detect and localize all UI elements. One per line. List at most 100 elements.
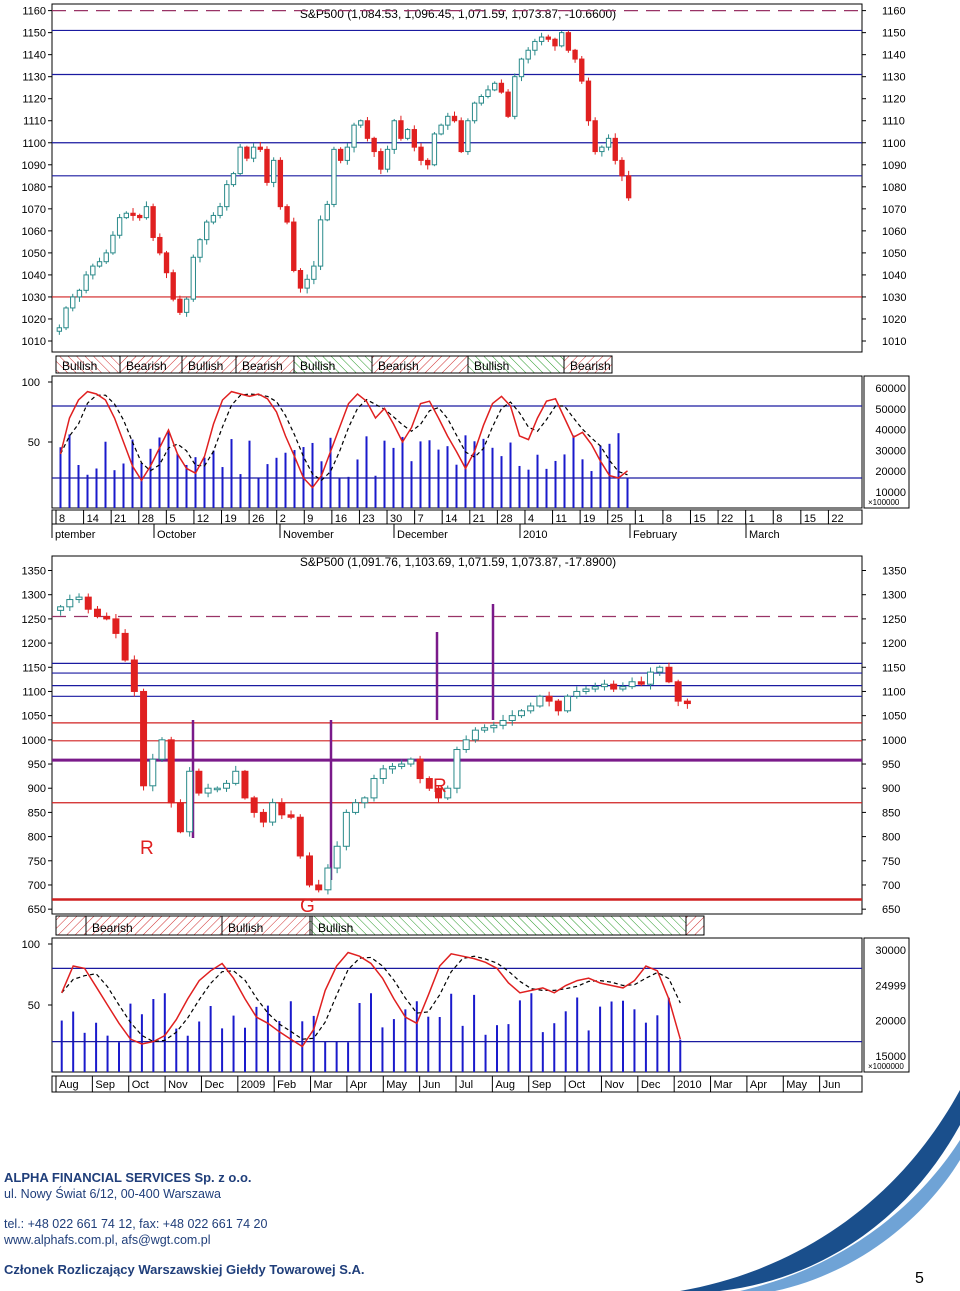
month-label: February (633, 529, 678, 541)
y-tick-label: 1060 (882, 226, 906, 238)
y-tick-label: 1150 (22, 28, 46, 40)
y-tick-label: 50 (28, 1000, 40, 1012)
month-label: ptember (55, 529, 96, 541)
y-tick-label: 900 (882, 783, 900, 795)
date-tick-label: 8 (59, 513, 65, 525)
company-web[interactable]: www.alphafs.com.pl, afs@wgt.com.pl (4, 1233, 211, 1247)
date-tick-label: 25 (611, 513, 623, 525)
candle-body (605, 137, 612, 148)
candle-body (333, 845, 341, 869)
candle-body (370, 778, 378, 799)
volume-tick-label: 10000 (875, 487, 906, 499)
date-tick-label: Apr (350, 1079, 367, 1091)
regime-block (311, 915, 687, 936)
candle-body (311, 265, 317, 280)
date-tick-label: Dec (204, 1079, 224, 1091)
candle-body (237, 146, 243, 175)
candle-body (116, 217, 123, 236)
date-axis-1: 8 14 21 28 5 12 19 26 2 9 16 23 30 7 14 21 28 4 11 19 25 1 8 15… (51, 509, 863, 541)
candle-body (438, 124, 444, 135)
y-tick-label: 950 (28, 759, 46, 771)
candle-body (284, 206, 290, 223)
chart-area: S&P500 (1,084.53, 1,096.45, 1,071.59, 1,… (22, 3, 910, 1093)
candle-body (451, 115, 458, 122)
regime-label: Bullish (318, 921, 353, 935)
y-tick-label: 700 (28, 880, 46, 892)
date-tick-label: Jun (823, 1079, 841, 1091)
y-tick-label: 1120 (22, 94, 46, 106)
candle-body (190, 256, 196, 300)
candle-body (130, 212, 136, 216)
y-tick-label: 1200 (22, 638, 46, 650)
candle-body (195, 770, 203, 794)
candle-body (656, 666, 664, 673)
date-tick-label: Mar (314, 1079, 333, 1091)
regime-block (685, 915, 705, 936)
y-tick-label: 800 (882, 832, 900, 844)
candle-body (499, 719, 507, 726)
candle-body (592, 120, 598, 153)
y-tick-label: 1010 (22, 336, 46, 348)
annotation-label: R (140, 838, 154, 859)
candle-body (665, 666, 673, 683)
candle-body (517, 710, 525, 717)
candle-body (217, 206, 223, 216)
y-tick-label: 1020 (882, 314, 906, 326)
y-tick-label: 1080 (22, 182, 46, 194)
candle-body (545, 695, 553, 702)
y-tick-label: 1100 (22, 686, 46, 698)
candle-body (674, 681, 682, 702)
y-tick-label: 1100 (882, 138, 906, 150)
candle-body (84, 596, 92, 610)
date-tick-label: 16 (335, 513, 347, 525)
annotation-label: R (433, 776, 447, 797)
candle-body (579, 58, 585, 82)
candle-body (683, 700, 691, 705)
price-panel-1-title: S&P500 (1,084.53, 1,096.45, 1,071.59, 1,… (300, 7, 616, 21)
candle-body (552, 38, 558, 47)
candle-body (625, 175, 632, 199)
candle-body (250, 146, 257, 159)
date-tick-label: Mar (714, 1079, 733, 1091)
regime-label: Bearish (242, 359, 283, 373)
candle-body (291, 221, 297, 272)
regime-strip-1: Bullish Bearish Bullish Bearish Bullish Beari… (55, 355, 613, 374)
date-tick-label: Dec (641, 1079, 661, 1091)
regime-label: Bullish (228, 921, 263, 935)
y-tick-label: 1150 (882, 662, 906, 674)
candle-body (352, 802, 360, 813)
volume-tick-label: 15000 (875, 1051, 906, 1063)
y-tick-label: 1070 (22, 204, 46, 216)
candle-body (582, 688, 590, 692)
candle-body (485, 89, 491, 98)
candle-body (545, 36, 551, 40)
candle-body (204, 787, 212, 794)
date-tick-label: 26 (252, 513, 264, 525)
candle-body (573, 690, 581, 697)
y-tick-label: 1100 (882, 686, 906, 698)
candle-body (103, 252, 109, 263)
volume-tick-label: 24999 (875, 980, 906, 992)
date-tick-label: 2 (280, 513, 286, 525)
date-tick-label: Oct (568, 1079, 585, 1091)
candle-body (277, 159, 284, 208)
y-tick-label: 1070 (882, 204, 906, 216)
date-tick-label: 1 (749, 513, 755, 525)
volume-tick-label: 20000 (875, 1016, 906, 1028)
date-tick-label: 2009 (241, 1079, 265, 1091)
company-address: ul. Nowy Świat 6/12, 00-400 Warszawa (4, 1187, 221, 1201)
candle-body (637, 681, 645, 685)
price-panel-2: S&P500 (1,091.76, 1,103.69, 1,071.59, 1,… (22, 555, 907, 917)
candle-body (508, 715, 516, 721)
candle-body (324, 867, 332, 891)
oscillator-panel-1: 100 50 60000 50000 40000 30000 20000 10000×100… (22, 375, 910, 509)
candle-body (75, 596, 83, 601)
month-label: 2010 (523, 529, 547, 541)
candle-body (140, 690, 148, 787)
candle-body (210, 214, 217, 223)
candle-body (361, 797, 369, 804)
candle-body (565, 32, 572, 51)
candle-body (418, 146, 424, 161)
candle-body (564, 695, 572, 712)
candle-body (123, 212, 130, 219)
